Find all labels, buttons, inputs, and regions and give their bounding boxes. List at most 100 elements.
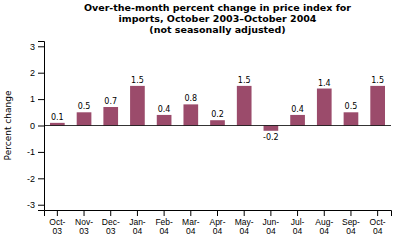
data-labels: 0.10.50.71.50.40.80.21.5-0.20.41.40.51.5 [51, 76, 384, 142]
y-tick-label: -3 [27, 200, 35, 210]
x-tick: Jun-04 [263, 210, 280, 236]
x-tick-mark [244, 210, 245, 216]
bar [290, 115, 305, 126]
x-axis-line [45, 211, 392, 217]
x-tick-mark [270, 210, 271, 216]
x-tick-mark [297, 210, 298, 216]
x-tick-label: Jan-04 [129, 217, 146, 236]
x-tick: Oct-03 [49, 210, 65, 236]
data-label: 1.5 [131, 76, 144, 85]
y-tick-label: -1 [27, 147, 35, 157]
x-tick-label-line: 03 [53, 226, 63, 236]
x-tick-label-line: 04 [320, 226, 330, 236]
x-tick-label-line: 03 [106, 226, 116, 236]
data-label: 0.1 [51, 113, 64, 122]
y-tick-label: 2 [30, 68, 35, 78]
bar [317, 89, 332, 126]
x-tick-label: Sep-04 [342, 217, 360, 236]
x-tick-label: Apr-04 [209, 217, 225, 236]
x-tick-label: Feb-04 [155, 217, 173, 236]
bars [50, 86, 385, 131]
x-tick-label: Dec-03 [102, 217, 120, 236]
bar [103, 107, 118, 125]
x-tick-mark [377, 210, 378, 216]
data-label: 1.5 [238, 76, 251, 85]
x-tick-label: Aug-04 [315, 217, 333, 236]
y-axis: -3 -2 -1 0 1 2 3 [27, 42, 45, 211]
x-tick-label: Jun-04 [263, 217, 280, 236]
data-label: 1.4 [318, 79, 331, 88]
y-tick-mark [38, 99, 44, 100]
x-tick: Jul-04 [291, 210, 305, 236]
x-axis: Oct-03 Nov-03 Dec-03 Jan-04 Feb-04 Mar-04 Apr-… [45, 210, 392, 236]
x-tick-mark [84, 210, 85, 216]
x-tick-label-line: 04 [213, 226, 223, 236]
y-tick: -2 [27, 174, 44, 184]
bar [157, 115, 172, 126]
x-tick-mark [324, 210, 325, 216]
title-line: (not seasonally adjusted) [149, 24, 285, 35]
x-tick: Mar-04 [182, 210, 200, 236]
y-tick-mark [38, 152, 44, 153]
y-tick-mark [38, 73, 44, 74]
x-tick-label-line: 04 [159, 226, 169, 236]
y-tick: -1 [27, 147, 44, 157]
y-tick-mark [38, 178, 44, 179]
y-tick-label: 1 [30, 94, 35, 104]
x-tick-label-line: 04 [133, 226, 143, 236]
y-tick: 3 [30, 42, 44, 52]
chart-svg: -3 -2 -1 0 1 2 3 Oct-03 Nov-03 Dec-03 Jan-04 Feb-04… [0, 0, 401, 238]
y-axis-line [38, 42, 45, 211]
x-tick-label-line: 04 [266, 226, 276, 236]
x-tick: Apr-04 [209, 210, 225, 236]
bar [237, 86, 252, 126]
x-tick-label: Nov-03 [75, 217, 93, 236]
bar [130, 86, 145, 126]
x-tick: Oct-04 [370, 210, 386, 236]
x-tick-label-line: 04 [239, 226, 249, 236]
data-label: 0.4 [291, 105, 304, 114]
bar [344, 112, 359, 125]
y-axis-title: Percent change [3, 90, 13, 160]
x-tick: Nov-03 [75, 210, 93, 236]
title: Over-the-month percent change in price i… [84, 2, 351, 35]
data-label: 0.5 [345, 102, 358, 111]
plot-area: -3 -2 -1 0 1 2 3 Oct-03 Nov-03 Dec-03 Jan-04 Feb-04… [27, 42, 392, 237]
y-tick: -3 [27, 200, 44, 210]
bar [183, 104, 198, 125]
x-tick-label-line: 04 [346, 226, 356, 236]
x-tick-label: Jul-04 [291, 217, 305, 236]
bar [370, 86, 385, 126]
data-label: 0.8 [184, 94, 197, 103]
data-label: 1.5 [371, 76, 384, 85]
title-line: imports, October 2003–October 2004 [119, 13, 317, 24]
y-tick-label: 0 [30, 121, 35, 131]
data-label: 0.7 [104, 97, 117, 106]
y-tick: 0 [30, 121, 44, 131]
x-tick-label-line: 04 [293, 226, 303, 236]
x-tick-mark [350, 210, 351, 216]
x-tick-label: Oct-04 [370, 217, 386, 236]
x-tick-label: May-04 [235, 217, 254, 236]
x-tick: Jan-04 [129, 210, 146, 236]
bar [210, 120, 225, 125]
x-tick-label-line: 03 [79, 226, 89, 236]
data-label: -0.2 [263, 133, 279, 142]
x-tick: May-04 [235, 210, 254, 236]
y-tick-label: 3 [30, 42, 35, 52]
y-tick: 1 [30, 94, 44, 104]
y-tick-label: -2 [27, 174, 35, 184]
y-tick: 2 [30, 68, 44, 78]
zero-line [44, 125, 391, 126]
title-line: Over-the-month percent change in price i… [84, 2, 351, 13]
x-tick-mark [137, 210, 138, 216]
x-tick-mark [110, 210, 111, 216]
x-tick: Feb-04 [155, 210, 173, 236]
data-label: 0.4 [158, 105, 171, 114]
x-tick: Aug-04 [315, 210, 333, 236]
y-tick-mark [38, 205, 44, 206]
chart-container: -3 -2 -1 0 1 2 3 Oct-03 Nov-03 Dec-03 Jan-04 Feb-04… [0, 0, 401, 238]
x-tick: Dec-03 [102, 210, 120, 236]
x-tick-mark [217, 210, 218, 216]
x-tick-label: Mar-04 [182, 217, 200, 236]
